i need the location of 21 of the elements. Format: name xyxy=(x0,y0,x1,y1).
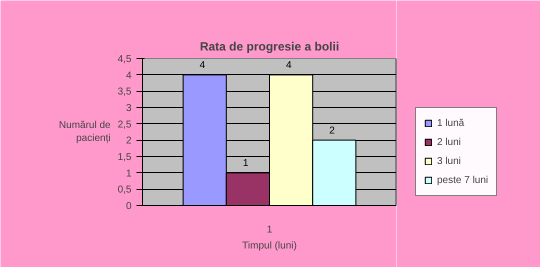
y-tick-label: 4,5 xyxy=(118,54,132,65)
data-label: 4 xyxy=(200,60,206,72)
legend-label: 3 luni xyxy=(437,154,461,168)
data-label: 2 xyxy=(329,125,336,136)
legend-label: 2 luni xyxy=(437,136,461,149)
y-tick-label: 1,5 xyxy=(118,152,132,163)
legend-label: peste 7 luni xyxy=(437,174,488,187)
chart-title: Rata de progresie a bolii xyxy=(200,40,340,54)
y-tick-label: 0,5 xyxy=(118,184,132,196)
y-tick-label: 2,5 xyxy=(118,119,132,130)
y-tick-label: 4 xyxy=(126,70,132,82)
x-axis-title: Timpul (luni) xyxy=(242,240,297,252)
y-axis-title: Numărul de pacienți xyxy=(58,120,112,144)
legend-label: 1 lună xyxy=(437,116,464,130)
y-tick-label: 3 xyxy=(126,103,132,114)
data-label: 4 xyxy=(286,60,292,72)
data-label: 1 xyxy=(266,224,273,236)
y-tick-label: 1 xyxy=(126,168,132,180)
y-tick-label: 0 xyxy=(126,201,132,212)
y-tick-label: 2 xyxy=(126,136,132,147)
y-tick-label: 3,5 xyxy=(118,86,132,98)
